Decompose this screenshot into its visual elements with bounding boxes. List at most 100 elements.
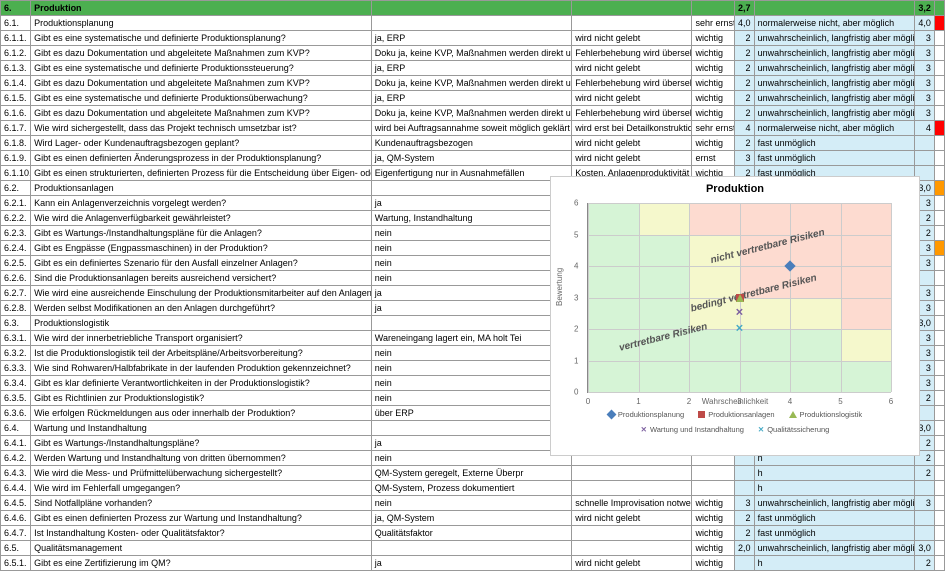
row-severity: wichtig [692, 76, 734, 91]
row-severity-num: 2 [734, 46, 754, 61]
row-id: 6.1.2. [1, 46, 31, 61]
row-answer: nein [371, 451, 571, 466]
row-probability: fast unmöglich [754, 526, 914, 541]
row-question: Wie wird der innerbetriebliche Transport… [31, 331, 372, 346]
risk-chart: Produktion Bewertung 00112233445566nicht… [550, 176, 920, 456]
row-severity-num: 3 [734, 496, 754, 511]
row-id: 6.3.2. [1, 346, 31, 361]
row-question: Ist die Produktionslogistik teil der Arb… [31, 346, 372, 361]
row-answer: Doku ja, keine KVP, Maßnahmen werden dir… [371, 106, 571, 121]
row-question: Wie erfolgen Rückmeldungen aus oder inne… [31, 406, 372, 421]
row-answer: ja, ERP [371, 91, 571, 106]
row-probability: unwahrscheinlich, langfristig aber mögli… [754, 61, 914, 76]
row-flag [934, 316, 944, 331]
row-flag [934, 271, 944, 286]
row-id: 6.1.1. [1, 31, 31, 46]
row-answer: ja [371, 286, 571, 301]
row-id: 6.4.4. [1, 481, 31, 496]
row-question: Wird Lager- oder Kundenauftragsbezogen g… [31, 136, 372, 151]
row-answer: QM-System geregelt, Externe Überpr [371, 466, 571, 481]
row-severity-num: 3 [734, 151, 754, 166]
row-flag [934, 151, 944, 166]
row-flag [934, 421, 944, 436]
row-question: Gibt es einen strukturierten, definierte… [31, 166, 372, 181]
row-flag [934, 286, 944, 301]
row-question: Ist Instandhaltung Kosten- oder Qualität… [31, 526, 372, 541]
row-question: Wartung und Instandhaltung [31, 421, 372, 436]
chart-point: ✕ [735, 308, 743, 319]
row-flag [934, 196, 944, 211]
row-flag [934, 31, 944, 46]
row-flag [934, 256, 944, 271]
row-question: Qualitätsmanagement [31, 541, 372, 556]
row-id: 6.3.6. [1, 406, 31, 421]
row-probability-num: 3 [914, 31, 934, 46]
row-question: Produktionslogistik [31, 316, 372, 331]
row-severity-num: 2 [734, 511, 754, 526]
row-answer: nein [371, 226, 571, 241]
row-answer: Wartung, Instandhaltung [371, 211, 571, 226]
row-id: 6.3.3. [1, 361, 31, 376]
row-severity-num [734, 466, 754, 481]
row-probability: h [754, 481, 914, 496]
row-id: 6.4.1. [1, 436, 31, 451]
row-effect: wird nicht gelebt [572, 556, 692, 571]
row-severity: wichtig [692, 511, 734, 526]
row-id: 6.4.6. [1, 511, 31, 526]
row-severity: wichtig [692, 46, 734, 61]
row-probability-num: 3 [914, 496, 934, 511]
row-flag [934, 391, 944, 406]
row-flag [934, 61, 944, 76]
row-effect: wird erst bei Detailkonstruktion be [572, 121, 692, 136]
chart-point: ✕ [735, 324, 743, 335]
row-question: Produktionsanlagen [31, 181, 372, 196]
row-answer: nein [371, 256, 571, 271]
row-probability: h [754, 556, 914, 571]
row-probability: fast unmöglich [754, 511, 914, 526]
row-question: Gibt es eine systematische und definiert… [31, 31, 372, 46]
row-probability-num: 3 [914, 46, 934, 61]
row-severity: wichtig [692, 136, 734, 151]
row-probability: unwahrscheinlich, langfristig aber mögli… [754, 91, 914, 106]
row-effect [572, 466, 692, 481]
row-effect: wird nicht gelebt [572, 61, 692, 76]
row-probability-num: 3 [914, 76, 934, 91]
row-answer: ja [371, 196, 571, 211]
row-question: Sind Notfallpläne vorhanden? [31, 496, 372, 511]
row-effect [572, 526, 692, 541]
row-question: Kann ein Anlagenverzeichnis vorgelegt we… [31, 196, 372, 211]
row-severity: wichtig [692, 526, 734, 541]
chart-legend: Produktionsplanung Produktionsanlagen Pr… [551, 406, 919, 440]
row-flag [934, 211, 944, 226]
row-id: 6.1.9. [1, 151, 31, 166]
row-flag [934, 331, 944, 346]
row-probability: unwahrscheinlich, langfristig aber mögli… [754, 31, 914, 46]
row-probability: unwahrscheinlich, langfristig aber mögli… [754, 496, 914, 511]
legend-item: Produktionsplanung [608, 410, 684, 419]
row-effect: Fehlerbehebung wird übersehen [572, 46, 692, 61]
row-id: 6.4.5. [1, 496, 31, 511]
row-severity-num: 2 [734, 91, 754, 106]
row-effect: wird nicht gelebt [572, 511, 692, 526]
row-severity-num: 2 [734, 76, 754, 91]
row-id: 6.3.1. [1, 331, 31, 346]
row-answer: ja, ERP [371, 31, 571, 46]
row-id: 6.2.8. [1, 301, 31, 316]
row-answer: nein [371, 391, 571, 406]
row-probability-num [914, 151, 934, 166]
row-probability: fast unmöglich [754, 151, 914, 166]
row-probability-num: 3 [914, 61, 934, 76]
row-flag [934, 376, 944, 391]
row-probability: unwahrscheinlich, langfristig aber mögli… [754, 106, 914, 121]
row-id: 6.2.7. [1, 286, 31, 301]
row-severity-num: 2 [734, 31, 754, 46]
row-effect: wird nicht gelebt [572, 31, 692, 46]
row-probability-num: 4 [914, 121, 934, 136]
row-question: Wie wird eine ausreichende Einschulung d… [31, 286, 372, 301]
row-answer: Doku ja, keine KVP, Maßnahmen werden dir… [371, 46, 571, 61]
row-flag [934, 451, 944, 466]
row-flag [934, 541, 944, 556]
row-probability-num: 3,0 [914, 541, 934, 556]
row-flag [934, 91, 944, 106]
section-id: 6. [1, 1, 31, 16]
